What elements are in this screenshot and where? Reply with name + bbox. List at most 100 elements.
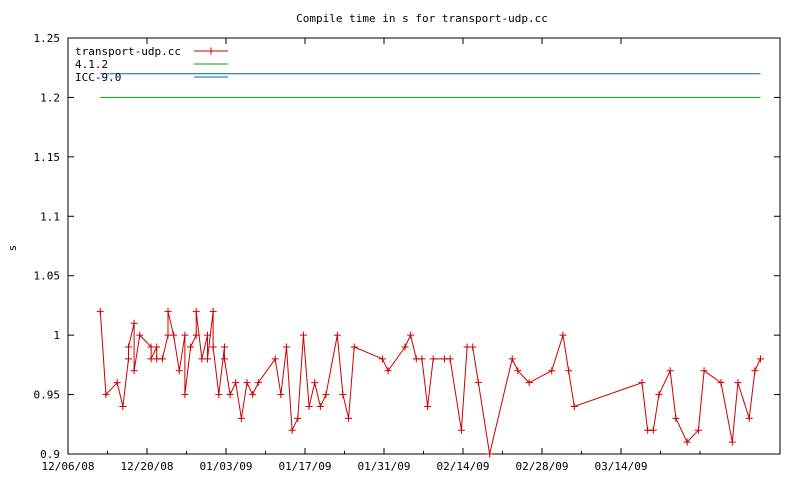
data-point xyxy=(757,355,764,363)
data-point xyxy=(514,367,522,375)
x-tick-label: 12/06/08 xyxy=(42,460,95,473)
data-point xyxy=(164,307,172,315)
legend-label: ICC-9.0 xyxy=(75,71,121,84)
plot-frame xyxy=(67,37,781,455)
data-point xyxy=(181,391,189,399)
data-point xyxy=(474,379,482,387)
data-point xyxy=(311,379,319,387)
y-tick-label: 1.2 xyxy=(40,91,60,104)
x-axis: 12/06/08 12/20/08 01/03/09 01/17/09 01/31/09… xyxy=(42,38,701,473)
data-point xyxy=(638,379,646,387)
data-point xyxy=(305,402,313,410)
y-axis: 0.9 0.95 1 1.05 1.1 1.15 1.2 1.25 xyxy=(34,32,780,461)
data-point xyxy=(187,343,195,351)
data-point xyxy=(316,402,324,410)
x-tick-label: 02/14/09 xyxy=(437,460,490,473)
data-point xyxy=(299,331,307,339)
data-point xyxy=(469,343,477,351)
data-point xyxy=(204,331,211,339)
y-tick-label: 1 xyxy=(53,329,60,342)
series-layer xyxy=(96,73,764,458)
data-point xyxy=(209,307,217,315)
data-point xyxy=(333,331,341,339)
data-point xyxy=(158,355,166,363)
data-point xyxy=(237,414,245,422)
data-point xyxy=(294,414,302,422)
data-point xyxy=(548,367,556,375)
data-point xyxy=(734,379,742,387)
data-point xyxy=(649,426,657,434)
data-point xyxy=(565,367,573,375)
x-tick-label: 02/28/09 xyxy=(516,460,569,473)
data-point xyxy=(113,379,121,387)
data-point xyxy=(751,367,759,375)
data-point xyxy=(666,367,674,375)
data-point xyxy=(130,319,138,327)
x-tick-label: 03/14/09 xyxy=(595,460,648,473)
data-point xyxy=(446,355,454,363)
data-point xyxy=(384,367,392,375)
data-point xyxy=(277,391,285,399)
data-point xyxy=(424,402,432,410)
data-point xyxy=(192,331,200,339)
data-point xyxy=(401,343,409,351)
data-point xyxy=(125,343,132,351)
y-axis-label: s xyxy=(6,245,19,252)
data-point xyxy=(96,307,104,315)
data-point xyxy=(418,355,426,363)
data-point xyxy=(672,414,680,422)
x-tick-label: 12/20/08 xyxy=(121,460,174,473)
y-tick-label: 1.15 xyxy=(34,151,61,164)
data-point xyxy=(271,355,279,363)
data-point xyxy=(125,355,132,363)
data-point xyxy=(350,343,358,351)
data-point xyxy=(570,402,578,410)
data-point xyxy=(429,355,437,363)
x-tick-label: 01/31/09 xyxy=(358,460,411,473)
data-point xyxy=(119,402,127,410)
data-point xyxy=(694,426,702,434)
data-point xyxy=(153,343,161,351)
legend-label: transport-udp.cc xyxy=(75,45,181,58)
data-point xyxy=(717,379,725,387)
data-point xyxy=(339,391,347,399)
data-point xyxy=(136,331,144,339)
data-point xyxy=(378,355,386,363)
data-point xyxy=(683,438,691,446)
data-point xyxy=(525,379,533,387)
data-point xyxy=(345,414,353,422)
data-point xyxy=(407,331,415,339)
data-point xyxy=(559,331,567,339)
x-tick-label: 01/17/09 xyxy=(279,460,332,473)
data-point xyxy=(508,355,516,363)
data-point xyxy=(254,379,262,387)
data-point xyxy=(102,391,110,399)
data-point xyxy=(226,391,234,399)
data-point xyxy=(655,391,663,399)
y-tick-label: 1.1 xyxy=(40,210,60,223)
data-point xyxy=(215,391,223,399)
data-point xyxy=(486,450,494,458)
y-tick-label: 0.9 xyxy=(40,448,60,461)
data-point xyxy=(170,331,178,339)
data-point xyxy=(457,426,465,434)
data-point xyxy=(130,367,138,375)
data-point xyxy=(728,438,736,446)
data-point xyxy=(283,343,290,351)
y-tick-label: 1.05 xyxy=(34,270,61,283)
data-point xyxy=(204,355,211,363)
data-point xyxy=(220,343,228,351)
data-point xyxy=(288,426,296,434)
y-tick-label: 0.95 xyxy=(34,389,61,402)
data-point xyxy=(322,391,330,399)
data-point xyxy=(192,307,200,315)
data-point xyxy=(249,391,257,399)
data-point xyxy=(745,414,753,422)
x-tick-label: 01/03/09 xyxy=(200,460,253,473)
chart-title: Compile time in s for transport-udp.cc xyxy=(296,12,548,25)
data-point xyxy=(220,355,228,363)
series-line-transport-udp.cc xyxy=(99,311,761,455)
data-point xyxy=(209,343,217,351)
